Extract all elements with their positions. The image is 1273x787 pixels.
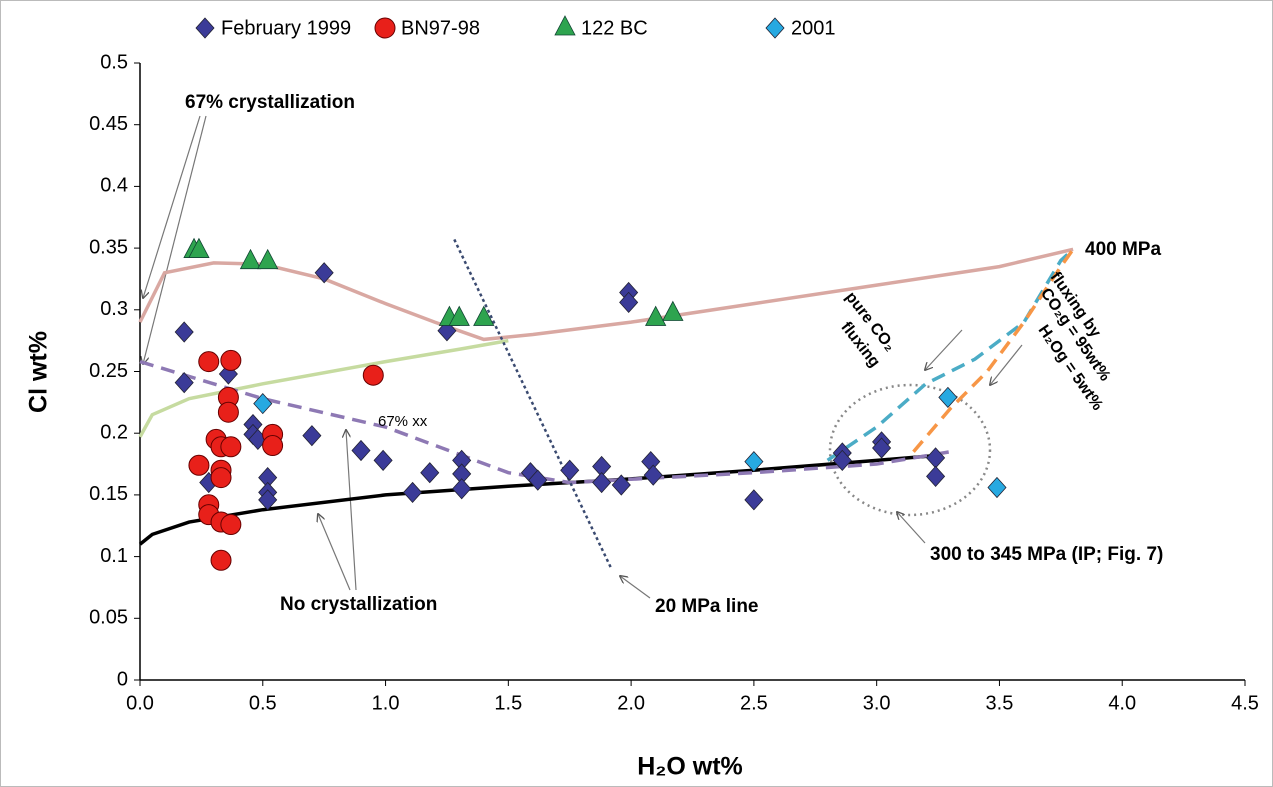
point — [220, 349, 242, 371]
annotation: 67% xx — [378, 413, 428, 430]
point — [220, 514, 242, 536]
point — [262, 435, 284, 457]
legend-label: 2001 — [791, 17, 836, 39]
point — [619, 291, 639, 313]
point — [188, 237, 210, 258]
curve — [138, 453, 939, 546]
point — [373, 449, 393, 471]
point — [239, 248, 262, 270]
point — [452, 478, 472, 500]
y-tick-label: 0.3 — [100, 298, 128, 320]
point — [662, 300, 684, 321]
point — [403, 481, 423, 504]
y-tick-label: 0.05 — [89, 607, 128, 629]
x-axis-label: H₂O wt% — [637, 753, 743, 781]
point — [362, 364, 384, 386]
legend-marker — [195, 17, 215, 39]
point — [220, 436, 242, 458]
y-tick-label: 0 — [117, 668, 128, 690]
point — [302, 425, 322, 447]
curve — [138, 338, 509, 438]
y-tick-label: 0.2 — [100, 421, 128, 443]
y-tick-label: 0.25 — [89, 360, 128, 382]
curve — [138, 247, 1074, 342]
point — [872, 437, 892, 459]
point — [174, 321, 194, 343]
y-tick-label: 0.4 — [100, 175, 128, 197]
legend-marker — [765, 17, 785, 39]
y-axis-label: Cl wt% — [25, 331, 53, 413]
legend-label: 122 BC — [581, 17, 648, 39]
point — [351, 439, 371, 462]
point — [528, 469, 548, 491]
annotation: 67% crystallization — [185, 92, 355, 113]
x-tick-label: 3.5 — [986, 692, 1014, 714]
point — [314, 262, 334, 284]
legend-label: BN97-98 — [401, 17, 480, 39]
point — [592, 471, 612, 494]
x-tick-label: 0.0 — [126, 692, 154, 714]
annotation: 300 to 345 MPa (IP; Fig. 7) — [930, 544, 1163, 565]
point — [217, 401, 239, 423]
point — [420, 462, 440, 484]
point — [926, 465, 946, 487]
point — [832, 449, 852, 471]
x-tick-label: 2.0 — [617, 692, 645, 714]
x-tick-label: 0.5 — [249, 692, 277, 714]
point — [188, 454, 210, 476]
point — [938, 386, 958, 409]
point — [560, 459, 580, 481]
x-tick-label: 1.5 — [494, 692, 522, 714]
point — [987, 476, 1007, 499]
point — [473, 305, 495, 326]
point — [257, 248, 279, 270]
point — [448, 305, 470, 326]
legend-marker — [554, 15, 576, 36]
x-tick-label: 4.0 — [1108, 692, 1136, 714]
x-tick-label: 2.5 — [740, 692, 768, 714]
y-tick-label: 0.45 — [89, 113, 128, 135]
annotation: 400 MPa — [1085, 239, 1161, 260]
point — [611, 474, 631, 496]
point — [210, 467, 232, 489]
y-tick-label: 0.1 — [100, 545, 128, 567]
curve — [826, 248, 1075, 462]
point — [643, 464, 663, 486]
x-tick-label: 1.0 — [372, 692, 400, 714]
point — [253, 392, 273, 415]
x-tick-label: 4.5 — [1231, 692, 1259, 714]
annotation: No crystallization — [280, 594, 437, 615]
y-tick-label: 0.15 — [89, 483, 128, 505]
curve — [453, 238, 613, 570]
x-tick-label: 3.0 — [863, 692, 891, 714]
point — [744, 489, 764, 511]
curve — [139, 359, 951, 485]
legend-label: February 1999 — [221, 17, 351, 39]
annotation: 20 MPa line — [655, 596, 759, 617]
point — [645, 305, 667, 326]
y-tick-label: 0.5 — [100, 51, 128, 73]
point — [258, 489, 278, 511]
point — [744, 450, 764, 473]
point — [210, 549, 232, 571]
y-tick-label: 0.35 — [89, 236, 128, 258]
legend-marker — [374, 17, 396, 39]
ellipse — [828, 383, 992, 517]
point — [198, 351, 220, 373]
curve — [912, 248, 1075, 453]
point — [174, 372, 194, 394]
arrows — [143, 115, 1023, 599]
